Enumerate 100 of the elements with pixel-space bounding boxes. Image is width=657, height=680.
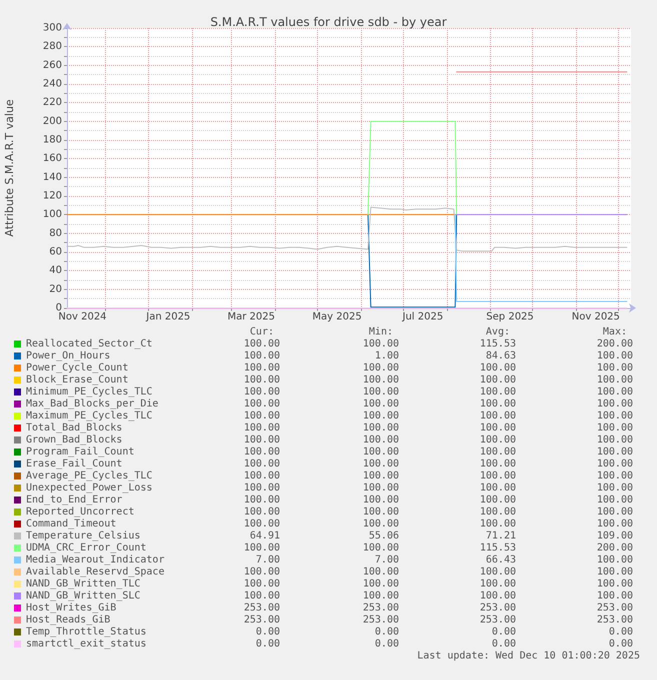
text: 0.00 <box>256 638 280 650</box>
text: 100.00 <box>244 410 280 422</box>
line-series <box>66 206 628 252</box>
text: 66.43 <box>486 554 516 566</box>
text: 100.00 <box>362 446 399 458</box>
text: 100.00 <box>480 494 516 506</box>
text: 253.00 <box>362 602 399 614</box>
text: 7.00 <box>374 554 399 566</box>
legend-label: NAND_GB_Written_SLC <box>26 590 140 602</box>
y-tick-label: 40 <box>49 265 62 276</box>
text: 0.00 <box>492 638 516 650</box>
text: 100.00 <box>480 362 516 374</box>
text: 100.00 <box>244 482 280 494</box>
text: 100.00 <box>244 386 280 398</box>
x-tick-label: Nov 2024 <box>58 312 107 322</box>
y-tick-label: 80 <box>49 228 62 239</box>
text: 100.00 <box>480 422 516 434</box>
x-tick-label: Nov 2025 <box>572 312 620 322</box>
text: 100.00 <box>244 422 280 434</box>
text: 0.00 <box>608 626 633 638</box>
text: 100.00 <box>596 410 633 422</box>
legend-label: Reported_Uncorrect <box>26 506 134 518</box>
text: 100.00 <box>362 590 399 602</box>
text: 100.00 <box>362 518 399 530</box>
y-tick-label: 20 <box>49 284 62 295</box>
text: 100.00 <box>244 566 280 578</box>
text: 100.00 <box>244 518 280 530</box>
text: 100.00 <box>596 566 633 578</box>
text: 100.00 <box>480 434 516 446</box>
text: 100.00 <box>244 458 280 470</box>
text: 100.00 <box>596 494 633 506</box>
text: 100.00 <box>244 542 280 554</box>
text: 109.00 <box>596 530 633 542</box>
text: 100.00 <box>362 494 399 506</box>
y-tick-label: 260 <box>42 60 62 71</box>
text: 100.00 <box>362 470 399 482</box>
text: 100.00 <box>480 374 516 386</box>
legend-label: smartctl_exit_status <box>26 638 146 650</box>
text: 100.00 <box>596 578 633 590</box>
text: 100.00 <box>244 398 280 410</box>
text: 84.63 <box>486 350 516 362</box>
text: 100.00 <box>362 506 399 518</box>
text: 100.00 <box>362 398 399 410</box>
text: 200.00 <box>596 542 633 554</box>
text: 100.00 <box>480 410 516 422</box>
legend-label: Unexpected_Power_Loss <box>26 482 152 494</box>
text: 100.00 <box>362 482 399 494</box>
text: 100.00 <box>596 482 633 494</box>
x-tick-label: Sep 2025 <box>486 312 534 322</box>
legend-label: Temperature_Celsius <box>26 530 140 542</box>
legend-label: Maximum_PE_Cycles_TLC <box>26 410 152 422</box>
text: Max: <box>602 326 627 338</box>
text: Avg: <box>486 326 510 338</box>
legend-label: Grown_Bad_Blocks <box>26 434 122 446</box>
text: 100.00 <box>362 434 399 446</box>
text: 100.00 <box>480 506 516 518</box>
x-tick-label: Jul 2025 <box>401 312 444 322</box>
text: 100.00 <box>596 518 633 530</box>
text: 100.00 <box>244 470 280 482</box>
text: 100.00 <box>362 542 399 554</box>
text: 100.00 <box>362 566 399 578</box>
text: 100.00 <box>596 434 633 446</box>
text: 100.00 <box>362 410 399 422</box>
legend-label: Erase_Fail_Count <box>26 458 122 470</box>
text: 100.00 <box>480 386 516 398</box>
text: 100.00 <box>480 446 516 458</box>
text: 100.00 <box>596 386 633 398</box>
legend-label: Reallocated_Sector_Ct <box>26 338 152 350</box>
legend-label: UDMA_CRC_Error_Count <box>26 542 146 554</box>
text: 100.00 <box>244 338 280 350</box>
legend-label: Total_Bad_Blocks <box>26 422 122 434</box>
legend-label: End_to_End_Error <box>26 494 122 506</box>
text: 100.00 <box>244 494 280 506</box>
text: 100.00 <box>362 362 399 374</box>
y-tick-label: 220 <box>42 97 62 108</box>
text: 253.00 <box>596 602 633 614</box>
text: 100.00 <box>596 506 633 518</box>
text: 71.21 <box>486 530 516 542</box>
text: 100.00 <box>244 362 280 374</box>
text: 200.00 <box>596 338 633 350</box>
text: 253.00 <box>480 602 516 614</box>
legend-label: Power_Cycle_Count <box>26 362 128 374</box>
text: Min: <box>368 326 393 338</box>
text: 100.00 <box>596 458 633 470</box>
y-tick-label: 200 <box>42 116 62 127</box>
text: 100.00 <box>596 398 633 410</box>
text: 0.00 <box>374 626 399 638</box>
text: 7.00 <box>256 554 280 566</box>
text: 100.00 <box>362 458 399 470</box>
legend-label: NAND_GB_Written_TLC <box>26 578 140 590</box>
text: 115.53 <box>480 338 516 350</box>
y-tick-label: 140 <box>42 172 62 183</box>
legend-label: Command_Timeout <box>26 518 116 530</box>
legend-label: Media_Wearout_Indicator <box>26 554 164 566</box>
text: 55.06 <box>368 530 399 542</box>
text: 100.00 <box>244 506 280 518</box>
text: 100.00 <box>480 470 516 482</box>
legend-label: Block_Erase_Count <box>26 374 128 386</box>
y-axis-title: Attribute S.M.A.R.T value <box>3 99 16 237</box>
text: 100.00 <box>596 554 633 566</box>
